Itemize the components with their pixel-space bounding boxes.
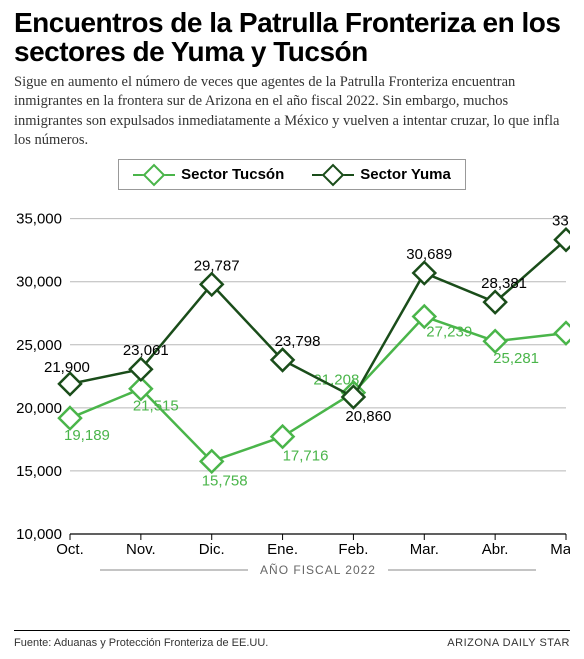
legend-item-yuma: Sector Yuma	[312, 166, 451, 183]
svg-text:15,758: 15,758	[202, 472, 248, 489]
page-title: Encuentros de la Patrulla Fronteriza en …	[14, 8, 570, 67]
svg-text:10,000: 10,000	[16, 526, 62, 543]
svg-text:17,716: 17,716	[283, 448, 329, 465]
source-text: Fuente: Aduanas y Protección Fronteriza …	[14, 637, 268, 649]
subtitle: Sigue en aumento el número de veces que …	[14, 73, 570, 151]
svg-text:25,281: 25,281	[493, 350, 539, 367]
legend-item-tucson: Sector Tucsón	[133, 166, 284, 183]
svg-text:20,000: 20,000	[16, 400, 62, 417]
svg-text:30,000: 30,000	[16, 274, 62, 291]
svg-text:Mar.: Mar.	[410, 541, 439, 558]
svg-text:Dic.: Dic.	[199, 541, 225, 558]
svg-text:29,787: 29,787	[194, 257, 240, 274]
chart-svg: 10,000 15,000 20,000 25,000 30,000 35,000 Oct.…	[14, 196, 570, 598]
diamond-marker-icon	[133, 168, 175, 182]
footer: Fuente: Aduanas y Protección Fronteriza …	[14, 630, 570, 649]
svg-text:Feb.: Feb.	[338, 541, 368, 558]
svg-text:Abr.: Abr.	[482, 541, 509, 558]
svg-text:Oct.: Oct.	[56, 541, 84, 558]
svg-text:23,798: 23,798	[275, 333, 321, 350]
credit-text: ARIZONA DAILY STAR	[447, 637, 570, 649]
svg-text:21,515: 21,515	[133, 398, 179, 415]
legend: Sector Tucsón Sector Yuma	[118, 159, 466, 190]
svg-text:15,000: 15,000	[16, 463, 62, 480]
svg-text:23,061: 23,061	[123, 342, 169, 359]
svg-text:May.: May.	[550, 541, 570, 558]
svg-text:33,326: 33,326	[552, 213, 570, 230]
svg-text:19,189: 19,189	[64, 427, 110, 444]
svg-text:28,381: 28,381	[481, 275, 527, 292]
svg-text:Nov.: Nov.	[126, 541, 156, 558]
svg-text:25,000: 25,000	[16, 337, 62, 354]
legend-label: Sector Tucsón	[181, 166, 284, 183]
svg-text:20,860: 20,860	[345, 408, 391, 425]
svg-text:35,000: 35,000	[16, 211, 62, 228]
diamond-marker-icon	[312, 168, 354, 182]
svg-text:27,239: 27,239	[426, 324, 472, 341]
legend-label: Sector Yuma	[360, 166, 451, 183]
svg-text:Ene.: Ene.	[267, 541, 298, 558]
svg-text:AÑO FISCAL 2022: AÑO FISCAL 2022	[260, 563, 376, 577]
svg-text:30,689: 30,689	[406, 246, 452, 263]
svg-text:21,900: 21,900	[44, 359, 90, 376]
line-chart: 10,000 15,000 20,000 25,000 30,000 35,000 Oct.…	[14, 196, 570, 598]
